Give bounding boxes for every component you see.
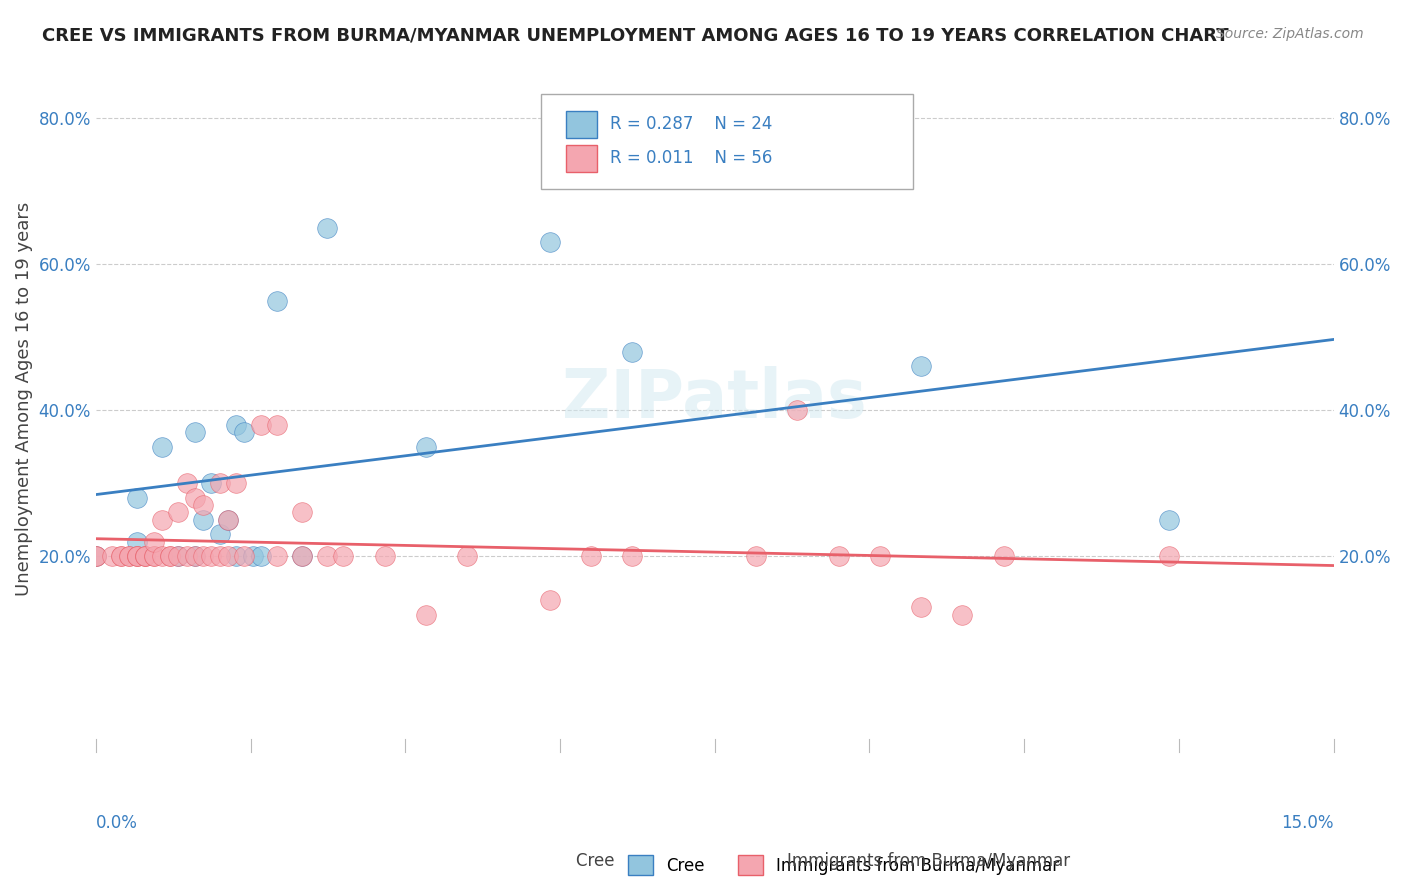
Point — [193, 498, 215, 512]
Point — [110, 549, 132, 564]
Point — [110, 549, 132, 564]
Point — [184, 549, 207, 564]
Point — [910, 600, 932, 615]
Point — [208, 549, 231, 564]
FancyBboxPatch shape — [541, 94, 912, 188]
Point — [1157, 513, 1180, 527]
Text: Source: ZipAtlas.com: Source: ZipAtlas.com — [1216, 27, 1364, 41]
Point — [134, 549, 156, 564]
Point — [266, 293, 288, 308]
Point — [101, 549, 124, 564]
Point — [208, 476, 231, 491]
Point — [167, 505, 190, 519]
Point — [150, 513, 173, 527]
Point — [415, 607, 437, 622]
Point — [538, 235, 561, 250]
Point — [200, 476, 222, 491]
Point — [127, 534, 149, 549]
Point — [193, 513, 215, 527]
Point — [233, 425, 256, 439]
Point — [456, 549, 478, 564]
Text: 0.0%: 0.0% — [96, 814, 138, 831]
Point — [538, 593, 561, 607]
Point — [200, 549, 222, 564]
Point — [193, 549, 215, 564]
Point — [142, 549, 165, 564]
Point — [291, 505, 314, 519]
Point — [621, 344, 644, 359]
Point — [127, 549, 149, 564]
Point — [142, 534, 165, 549]
Point — [167, 549, 190, 564]
Point — [184, 491, 207, 505]
Point — [159, 549, 181, 564]
Point — [150, 549, 173, 564]
Point — [950, 607, 973, 622]
Point — [208, 527, 231, 541]
Point — [415, 440, 437, 454]
Point — [150, 440, 173, 454]
Point — [134, 549, 156, 564]
Point — [621, 549, 644, 564]
Point — [118, 549, 141, 564]
Point — [910, 359, 932, 374]
Point — [579, 549, 602, 564]
Point — [993, 549, 1015, 564]
Point — [127, 491, 149, 505]
Text: ZIPatlas: ZIPatlas — [562, 367, 868, 433]
Point — [142, 549, 165, 564]
Point — [291, 549, 314, 564]
Point — [242, 549, 264, 564]
Text: Cree: Cree — [534, 852, 614, 870]
Text: R = 0.287    N = 24: R = 0.287 N = 24 — [610, 115, 772, 133]
FancyBboxPatch shape — [567, 145, 598, 171]
Point — [184, 425, 207, 439]
Point — [786, 403, 808, 417]
Point — [217, 549, 239, 564]
FancyBboxPatch shape — [567, 111, 598, 137]
Point — [134, 549, 156, 564]
Legend: Cree, Immigrants from Burma/Myanmar: Cree, Immigrants from Burma/Myanmar — [621, 848, 1066, 882]
Point — [217, 513, 239, 527]
Point — [225, 476, 247, 491]
Text: R = 0.011    N = 56: R = 0.011 N = 56 — [610, 149, 772, 167]
Point — [184, 549, 207, 564]
Point — [827, 549, 849, 564]
Point — [159, 549, 181, 564]
Point — [266, 417, 288, 432]
Point — [250, 417, 273, 432]
Point — [332, 549, 354, 564]
Point — [127, 549, 149, 564]
Point — [167, 549, 190, 564]
Point — [217, 513, 239, 527]
Point — [176, 476, 198, 491]
Point — [118, 549, 141, 564]
Point — [745, 549, 768, 564]
Point — [233, 549, 256, 564]
Text: Immigrants from Burma/Myanmar: Immigrants from Burma/Myanmar — [745, 852, 1070, 870]
Point — [374, 549, 396, 564]
Point — [84, 549, 107, 564]
Text: CREE VS IMMIGRANTS FROM BURMA/MYANMAR UNEMPLOYMENT AMONG AGES 16 TO 19 YEARS COR: CREE VS IMMIGRANTS FROM BURMA/MYANMAR UN… — [42, 27, 1229, 45]
Point — [266, 549, 288, 564]
Y-axis label: Unemployment Among Ages 16 to 19 years: Unemployment Among Ages 16 to 19 years — [15, 202, 32, 597]
Point — [1157, 549, 1180, 564]
Point — [127, 549, 149, 564]
Point — [84, 549, 107, 564]
Point — [176, 549, 198, 564]
Point — [225, 417, 247, 432]
Text: 15.0%: 15.0% — [1281, 814, 1334, 831]
Point — [250, 549, 273, 564]
Point — [316, 549, 339, 564]
Point — [225, 549, 247, 564]
Point — [316, 220, 339, 235]
Point — [84, 549, 107, 564]
Point — [869, 549, 891, 564]
Point — [291, 549, 314, 564]
